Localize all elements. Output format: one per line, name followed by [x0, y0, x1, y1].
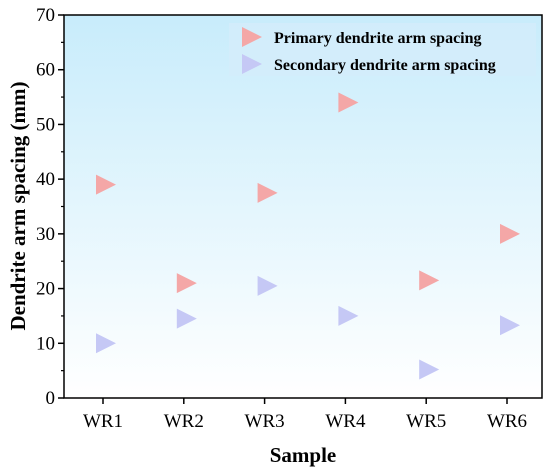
x-tick-label: WR2: [164, 411, 204, 432]
y-tick-label: 20: [36, 279, 55, 300]
secondary-point: [176, 308, 197, 329]
x-axis-title: Sample: [270, 443, 337, 467]
primary-point: [500, 223, 520, 244]
primary-point: [257, 182, 278, 203]
secondary-point: [500, 315, 520, 336]
x-tick-label: WR5: [406, 411, 446, 432]
legend-marker: [242, 54, 262, 74]
primary-point: [338, 92, 359, 113]
y-tick-label: 50: [36, 114, 55, 135]
secondary-point: [257, 275, 278, 296]
x-tick-label: WR4: [325, 411, 366, 432]
data-marks: [96, 92, 520, 380]
y-tick-label: 0: [46, 388, 56, 409]
ticks: 0 10 20 30 40 50 60 70 WR1 WR2 WR3 WR4 WR5 WR6: [36, 5, 527, 432]
x-tick-label: WR6: [487, 411, 527, 432]
primary-point: [176, 273, 197, 294]
legend-label: Secondary dendrite arm spacing: [274, 57, 496, 74]
x-tick-label: WR1: [83, 411, 123, 432]
y-tick-label: 30: [36, 224, 55, 245]
y-tick-label: 60: [36, 60, 55, 81]
primary-point: [96, 174, 116, 195]
secondary-point: [419, 359, 440, 380]
legend-marker: [242, 27, 262, 47]
primary-point: [419, 270, 440, 291]
secondary-point: [96, 333, 116, 354]
legend: Primary dendrite arm spacing Secondary de…: [229, 23, 536, 76]
y-tick-label: 70: [36, 5, 55, 26]
legend-label: Primary dendrite arm spacing: [274, 30, 482, 47]
y-axis-title: Dendrite arm spacing (mm): [6, 81, 30, 330]
plot-background: [64, 15, 542, 398]
plot-frame: [63, 14, 543, 399]
y-tick-label: 10: [36, 333, 55, 354]
x-tick-label: WR3: [245, 411, 285, 432]
legend-box: [229, 23, 536, 76]
y-tick-label: 40: [36, 169, 55, 190]
secondary-point: [338, 305, 359, 326]
